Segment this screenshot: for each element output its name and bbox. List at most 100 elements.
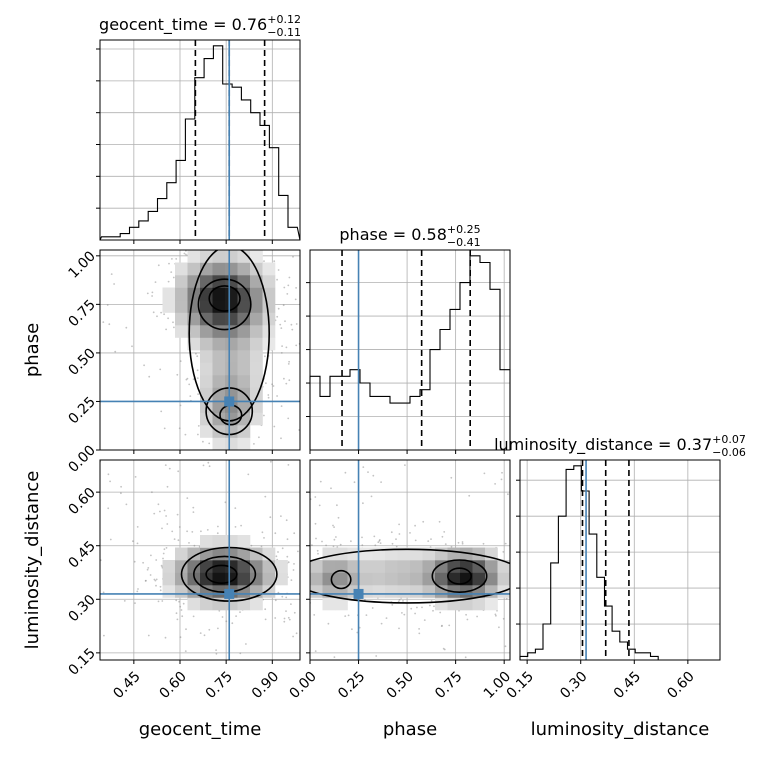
sample-point — [240, 524, 243, 527]
sample-point — [313, 614, 316, 616]
sample-point — [179, 360, 182, 362]
sample-point — [416, 606, 418, 609]
sample-point — [253, 443, 255, 445]
density-cell — [460, 560, 473, 573]
sample-point — [157, 264, 160, 267]
sample-point — [217, 525, 219, 528]
density-cell — [237, 572, 251, 586]
sample-point — [264, 618, 267, 621]
density-cell — [187, 597, 201, 611]
hist-step-geocent_time — [99, 45, 301, 241]
sample-point — [353, 481, 356, 484]
sample-point — [173, 326, 175, 329]
sample-point — [507, 493, 509, 496]
sample-point — [442, 647, 445, 650]
sample-point — [337, 516, 340, 519]
sample-point — [206, 529, 209, 531]
sample-point — [265, 382, 267, 385]
sample-point — [270, 460, 272, 463]
sample-point — [365, 614, 368, 616]
sample-point — [464, 656, 467, 659]
scatter-panel-geocent_time-phase — [96, 249, 301, 454]
sample-point — [395, 545, 398, 548]
sample-point — [433, 605, 435, 608]
density-cell — [410, 560, 423, 573]
density-cell — [237, 337, 251, 351]
sample-point — [263, 537, 265, 539]
density-cell — [310, 572, 323, 586]
sample-point — [107, 473, 110, 476]
density-cell — [447, 597, 461, 611]
sample-point — [162, 557, 164, 560]
tick-label-y-luminosity_distance: 0.45 — [66, 538, 99, 571]
contour — [310, 548, 510, 604]
sample-point — [144, 580, 147, 582]
sample-point — [167, 317, 170, 320]
sample-point — [221, 616, 224, 618]
sample-point — [239, 611, 241, 613]
title-luminosity_distance: luminosity_distance = 0.37+0.07 −0.06 — [494, 433, 746, 459]
sample-point — [283, 286, 286, 289]
density-cell — [200, 337, 213, 351]
sample-point — [274, 532, 277, 535]
sample-point — [168, 467, 171, 470]
sample-point — [498, 626, 500, 629]
sample-point — [199, 632, 202, 634]
sample-point — [175, 258, 178, 260]
tick-label-x-geocent_time: 0.75 — [203, 669, 236, 702]
sample-point — [178, 526, 181, 528]
sample-point — [188, 383, 191, 386]
sample-point — [333, 538, 336, 541]
sample-point — [494, 613, 497, 616]
density-cell — [372, 585, 386, 598]
sample-point — [287, 363, 290, 365]
sample-point — [286, 293, 289, 295]
sample-point — [362, 502, 364, 505]
sample-point — [325, 544, 327, 547]
sample-point — [109, 538, 112, 541]
sample-point — [318, 504, 321, 507]
sample-point — [276, 315, 279, 318]
density-cell — [162, 300, 176, 313]
density-cell — [410, 585, 423, 598]
density-cell — [200, 325, 213, 338]
density-cell — [385, 572, 398, 586]
sample-point — [292, 255, 294, 258]
sample-point — [153, 512, 156, 515]
sample-point — [180, 609, 183, 611]
sample-point — [339, 543, 342, 546]
density-cell — [187, 560, 201, 573]
axis-label-x-geocent_time: geocent_time — [139, 719, 262, 740]
sample-point — [276, 278, 278, 281]
sample-point — [179, 636, 182, 639]
sample-point — [185, 253, 187, 256]
sample-point — [403, 613, 406, 616]
density-cell — [460, 572, 473, 586]
sample-point — [410, 607, 413, 610]
sample-point — [505, 597, 508, 600]
density-cell — [212, 262, 226, 276]
density-cell — [200, 362, 213, 376]
density-cell — [225, 250, 238, 263]
sample-point — [267, 394, 270, 396]
sample-point — [461, 542, 464, 545]
sample-point — [379, 542, 382, 544]
sample-point — [146, 292, 149, 295]
sample-point — [385, 617, 388, 619]
sample-point — [247, 473, 250, 476]
sample-point — [373, 535, 376, 538]
sample-point — [197, 433, 199, 436]
sample-point — [377, 541, 380, 544]
sample-point — [216, 532, 219, 535]
sample-point — [430, 538, 432, 540]
sample-point — [432, 609, 434, 612]
sample-point — [106, 304, 109, 306]
contour — [431, 559, 488, 594]
sample-point — [175, 612, 178, 615]
contour — [446, 567, 472, 585]
tick-label-x-geocent_time: 0.90 — [249, 669, 282, 702]
density-cell — [200, 250, 213, 263]
density-cell — [212, 362, 226, 376]
sample-point — [295, 287, 297, 289]
density-cell — [212, 287, 226, 301]
